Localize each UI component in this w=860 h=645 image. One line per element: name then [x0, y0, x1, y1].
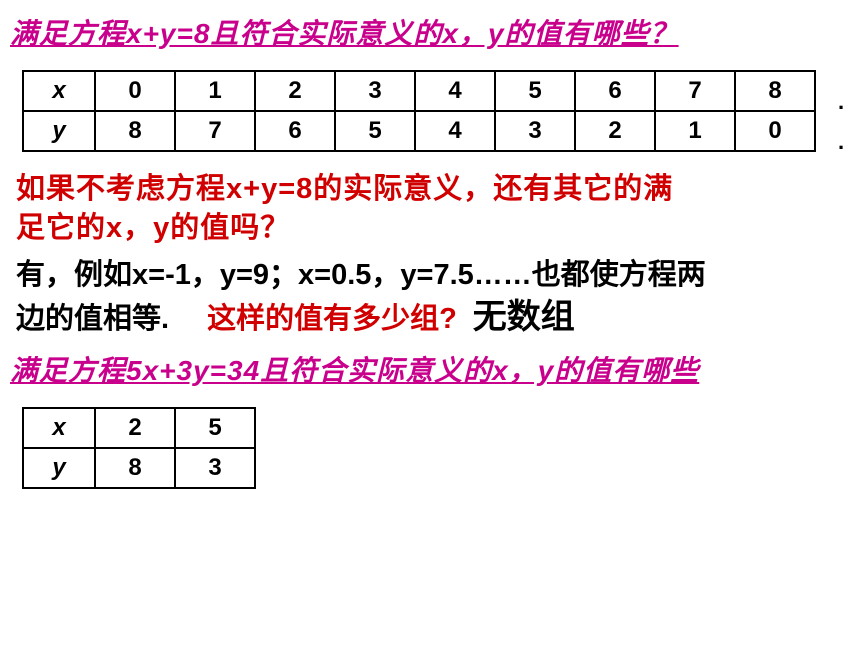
table-cell: 1	[655, 111, 735, 151]
answer-subquestion: 这样的值有多少组?	[207, 300, 457, 339]
answer-countless: 无数组	[473, 295, 575, 341]
table-header-y: y	[23, 448, 95, 488]
table-cell: 7	[655, 71, 735, 111]
table-cell: 8	[95, 448, 175, 488]
table-cell: 1	[175, 71, 255, 111]
table-cell: 2	[255, 71, 335, 111]
table-cell: 0	[735, 111, 815, 151]
table-header-x: x	[23, 71, 95, 111]
table-cell: 6	[575, 71, 655, 111]
table-row: x 0 1 2 3 4 5 6 7 8	[23, 71, 815, 111]
table-cell: 2	[95, 408, 175, 448]
table-row: y 8 3	[23, 448, 255, 488]
trailing-dot-2: .	[838, 129, 844, 155]
table-cell: 3	[175, 448, 255, 488]
table-row: y 8 7 6 5 4 3 2 1 0	[23, 111, 815, 151]
question-2-line-1: 如果不考虑方程x+y=8的实际意义，还有其它的满	[16, 173, 673, 205]
table-row: x 2 5	[23, 408, 255, 448]
question-2: 如果不考虑方程x+y=8的实际意义，还有其它的满 足它的x，y的值吗？	[16, 170, 844, 248]
table-cell: 3	[335, 71, 415, 111]
answer-text: 有，例如x=-1，y=9；x=0.5，y=7.5……也都使方程两 边的值相等. …	[16, 256, 844, 341]
answer-prefix: 边的值相等.	[16, 300, 169, 339]
trailing-dot-1: .	[838, 89, 844, 115]
answer-line-2: 边的值相等. 这样的值有多少组? 无数组	[16, 295, 844, 341]
table-cell: 4	[415, 71, 495, 111]
table-cell: 6	[255, 111, 335, 151]
table-cell: 8	[735, 71, 815, 111]
table-header-y: y	[23, 111, 95, 151]
answer-line-1: 有，例如x=-1，y=9；x=0.5，y=7.5……也都使方程两	[16, 256, 844, 295]
question-2-line-2: 足它的x，y的值吗？	[16, 212, 290, 244]
table-header-x: x	[23, 408, 95, 448]
table-equation-1: x 0 1 2 3 4 5 6 7 8 y 8 7 6 5 4 3 2 1 0	[22, 70, 816, 152]
table-cell: 5	[495, 71, 575, 111]
table-equation-2: x 2 5 y 8 3	[22, 407, 256, 489]
table-cell: 3	[495, 111, 575, 151]
table-cell: 8	[95, 111, 175, 151]
table-cell: 2	[575, 111, 655, 151]
table-cell: 4	[415, 111, 495, 151]
question-3: 满足方程5x+3y=34且符合实际意义的x，y的值有哪些	[10, 349, 850, 389]
table-cell: 0	[95, 71, 175, 111]
table-cell: 7	[175, 111, 255, 151]
table-cell: 5	[335, 111, 415, 151]
table-cell: 5	[175, 408, 255, 448]
question-1: 满足方程x+y=8且符合实际意义的x，y的值有哪些？	[10, 12, 850, 52]
